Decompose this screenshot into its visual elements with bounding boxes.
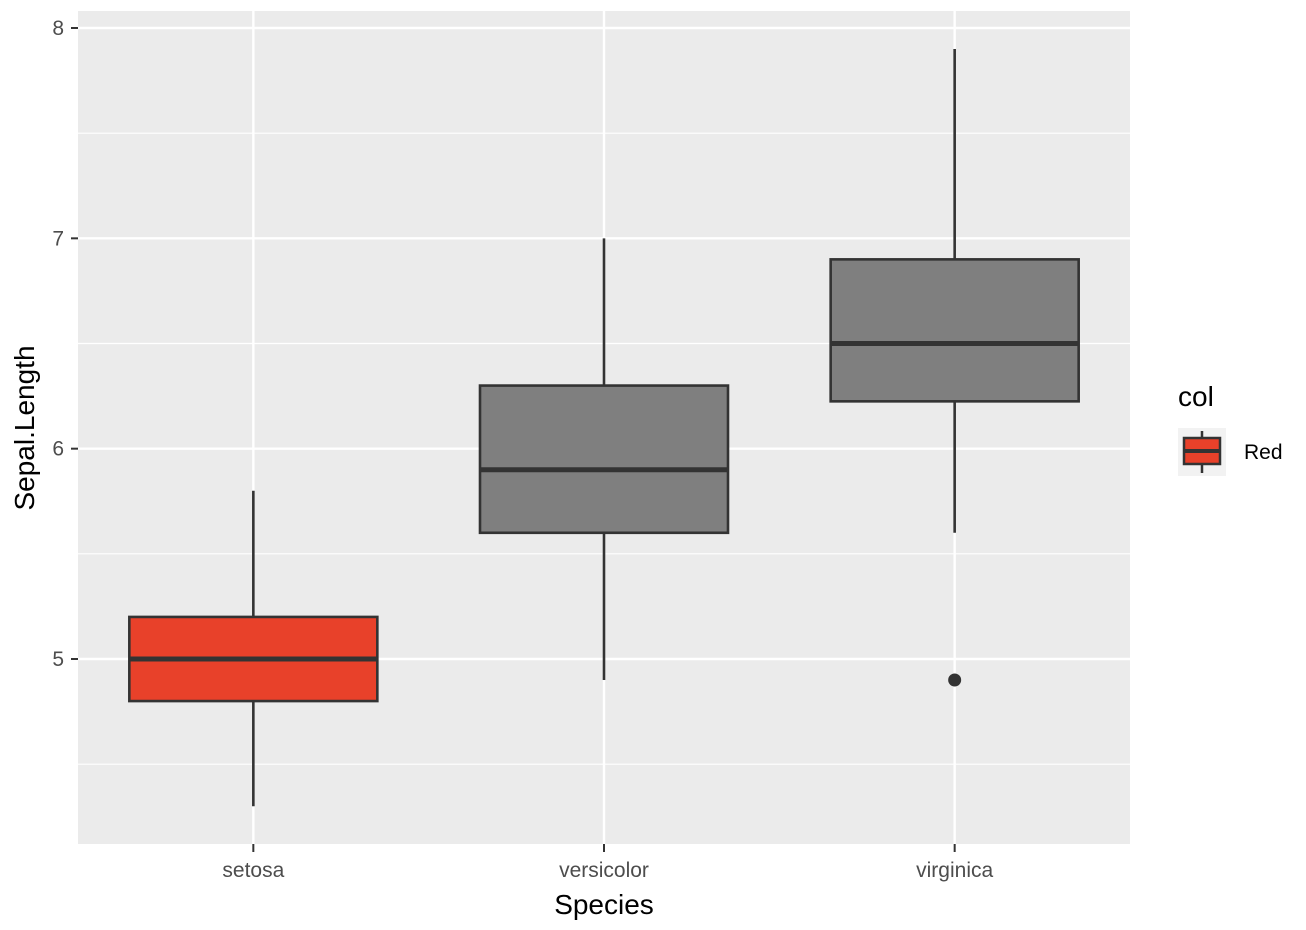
- box-virginica: [829, 49, 1080, 687]
- x-tick-label-virginica: virginica: [916, 859, 993, 882]
- y-axis-title: Sepal.Length: [9, 345, 40, 510]
- box-body-versicolor: [478, 384, 730, 535]
- legend-label-red: Red: [1244, 441, 1283, 464]
- boxes: [128, 49, 1080, 807]
- legend: col Red: [1178, 381, 1283, 476]
- y-tick-label-8: 8: [52, 17, 64, 40]
- y-tick-label-5: 5: [52, 648, 64, 671]
- y-tick-label-7: 7: [52, 227, 64, 250]
- x-axis: setosa versicolor virginica: [222, 844, 993, 882]
- box-versicolor: [478, 238, 730, 681]
- outlier-point-virginica-0: [948, 673, 962, 687]
- box-setosa: [128, 490, 379, 807]
- y-tick-label-6: 6: [52, 438, 64, 461]
- x-tick-label-setosa: setosa: [222, 859, 284, 882]
- x-axis-title: Species: [554, 889, 654, 920]
- legend-title: col: [1178, 381, 1214, 412]
- x-tick-label-versicolor: versicolor: [559, 859, 649, 882]
- y-axis: 5 6 7 8: [52, 17, 78, 671]
- box-body-virginica: [829, 258, 1080, 403]
